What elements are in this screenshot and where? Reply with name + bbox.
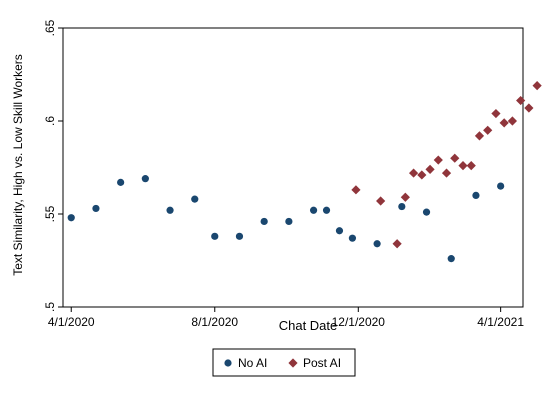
y-tick-label: .6: [43, 116, 57, 126]
data-point: [335, 227, 344, 235]
data-point: [373, 240, 381, 248]
data-point: [472, 191, 480, 199]
legend-marker: [288, 358, 298, 368]
data-point: [507, 116, 518, 126]
data-point: [141, 175, 149, 183]
data-point: [499, 118, 509, 128]
plot-border: [62, 27, 524, 308]
series-post-ai: [351, 81, 542, 249]
y-axis: .5 .55 .6 .65: [43, 19, 63, 312]
data-point: [497, 182, 505, 190]
legend-label: Post AI: [303, 356, 341, 370]
legend-marker: [224, 359, 232, 367]
plot-frame: [62, 27, 524, 308]
data-point: [458, 161, 468, 171]
data-point: [483, 125, 493, 135]
x-tick-label: 4/1/2020: [48, 315, 95, 329]
y-axis-label: Text Similarity, High vs. Low Skill Work…: [11, 54, 25, 276]
data-point: [491, 108, 501, 119]
data-point: [417, 170, 427, 180]
data-point: [92, 204, 100, 213]
data-point: [422, 208, 431, 216]
x-tick-label: 12/1/2020: [332, 315, 386, 329]
data-point: [447, 255, 455, 263]
data-point: [441, 168, 452, 178]
data-point: [285, 217, 293, 226]
x-tick-label: 8/1/2020: [191, 315, 238, 329]
data-point: [191, 195, 199, 203]
x-axis: 4/1/2020 8/1/2020 12/1/2020 4/1/2021: [48, 307, 524, 329]
data-point: [351, 185, 361, 195]
data-point: [260, 217, 268, 226]
data-point: [408, 168, 419, 178]
data-point: [235, 232, 244, 240]
data-point: [117, 178, 125, 186]
legend: No AI Post AI: [212, 348, 356, 377]
data-point: [398, 202, 406, 211]
data-point: [67, 214, 75, 222]
data-point: [348, 234, 357, 242]
y-tick-label: .5: [43, 302, 57, 312]
y-tick-label: .65: [43, 19, 57, 36]
data-point: [425, 164, 435, 174]
data-point: [166, 206, 174, 214]
y-tick-label: .55: [43, 205, 57, 222]
series-no-ai: [67, 175, 505, 263]
data-point: [309, 206, 318, 214]
data-point: [392, 239, 402, 249]
data-point: [516, 95, 526, 106]
data-point: [433, 155, 443, 165]
legend-box: [212, 348, 356, 377]
data-point: [466, 161, 476, 171]
x-tick-label: 4/1/2021: [477, 315, 524, 329]
legend-label: No AI: [238, 356, 267, 370]
data-point: [450, 153, 460, 163]
data-point: [376, 196, 386, 206]
data-point: [322, 206, 331, 214]
data-point: [400, 192, 410, 202]
x-axis-label: Chat Date: [279, 318, 338, 333]
data-point: [532, 81, 542, 91]
data-point: [211, 232, 219, 240]
data-point: [524, 103, 534, 113]
data-point: [474, 131, 485, 141]
data-marks: [67, 81, 542, 263]
